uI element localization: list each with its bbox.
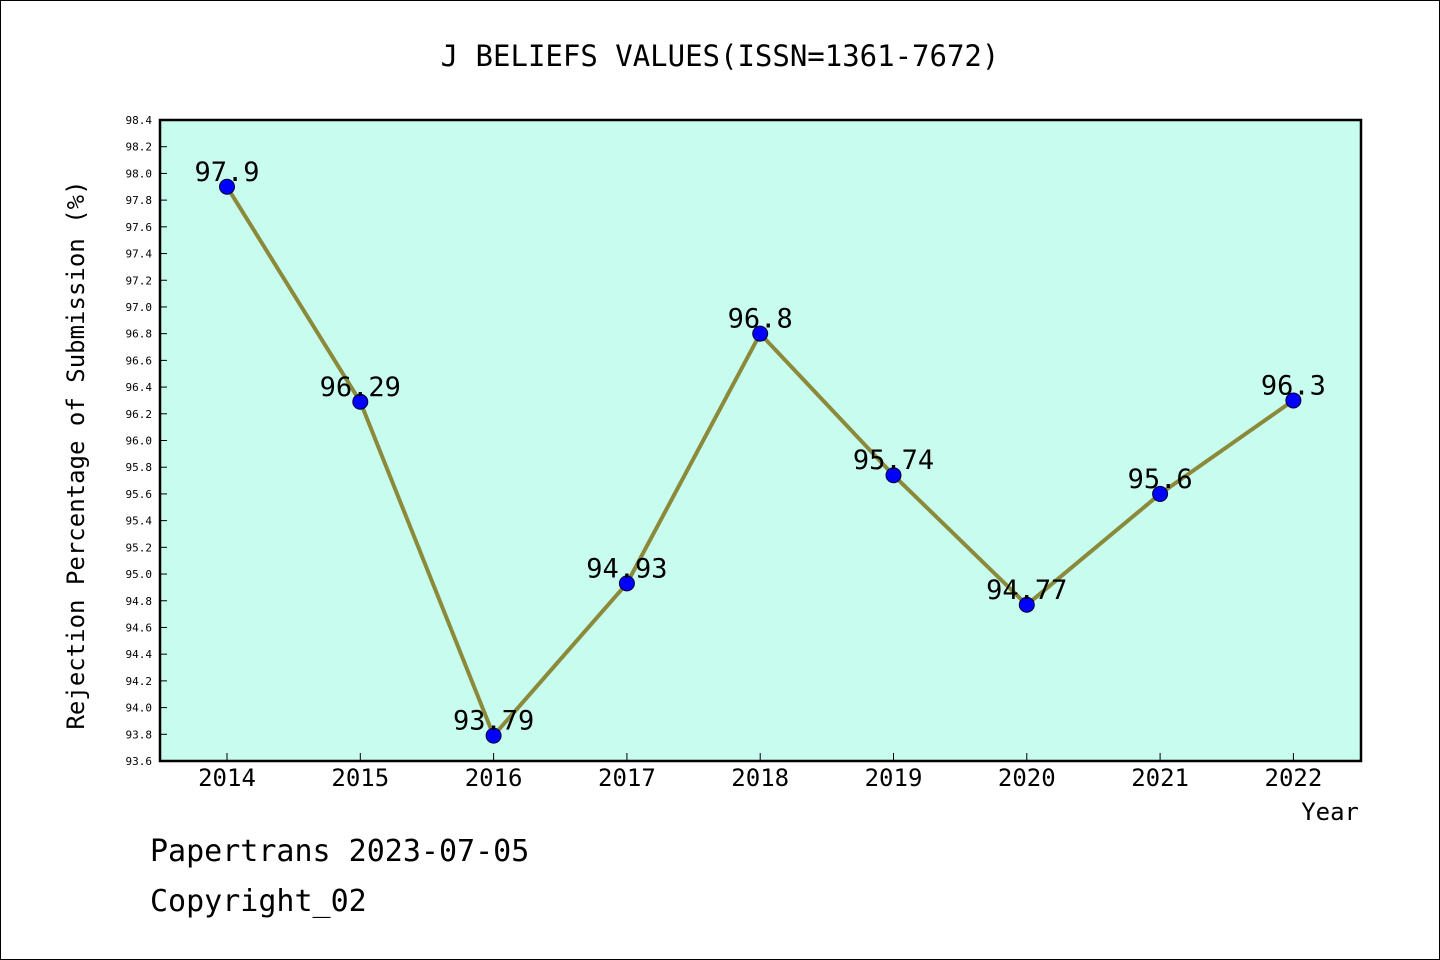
data-point — [618, 575, 635, 592]
y-tick-label: 96.6 — [126, 354, 153, 367]
y-tick-label: 95.8 — [126, 461, 153, 474]
y-tick-label: 98.0 — [126, 167, 153, 180]
y-tick-label: 95.4 — [126, 515, 153, 528]
y-tick-label: 94.2 — [126, 675, 153, 688]
y-tick-label: 97.4 — [126, 248, 153, 261]
x-axis-label: Year — [1301, 798, 1359, 826]
plot-area — [158, 118, 1363, 763]
y-tick-label: 94.8 — [126, 595, 153, 608]
x-tick-label: 2022 — [1265, 764, 1323, 792]
x-tick-label: 2015 — [331, 764, 389, 792]
data-point — [752, 325, 769, 342]
x-tick-label: 2019 — [865, 764, 923, 792]
x-tick-label: 2016 — [465, 764, 523, 792]
data-label: 94.93 — [586, 553, 667, 584]
x-tick-label: 2017 — [598, 764, 656, 792]
y-tick-label: 94.0 — [126, 702, 153, 715]
y-tick-label: 94.6 — [126, 621, 153, 634]
y-tick-label: 94.4 — [126, 648, 153, 661]
chart-title: J BELIEFS VALUES(ISSN=1361-7672) — [441, 39, 1000, 73]
y-tick-label: 96.8 — [126, 328, 153, 341]
data-label: 97.9 — [194, 157, 259, 188]
y-tick-label: 96.0 — [126, 435, 153, 448]
y-tick-label: 96.2 — [126, 408, 153, 421]
data-label: 95.74 — [853, 445, 934, 476]
y-tick-label: 98.4 — [126, 114, 153, 127]
data-labels: 97.9 96.29 93.79 94.93 96.8 95.74 94.77 95.6 96.… — [194, 157, 1325, 737]
data-point — [1285, 392, 1302, 409]
y-tick-label: 93.6 — [126, 755, 153, 768]
data-label: 96.29 — [320, 372, 401, 403]
data-point — [1152, 485, 1169, 502]
data-label: 95.6 — [1128, 464, 1193, 495]
y-tick-label: 95.0 — [126, 568, 153, 581]
y-tick-label: 96.4 — [126, 381, 153, 394]
x-tick-label: 2018 — [731, 764, 789, 792]
data-label: 96.3 — [1261, 370, 1326, 401]
y-tick-label: 95.6 — [126, 488, 153, 501]
x-tick-label: 2020 — [998, 764, 1056, 792]
x-axis: 2014 2015 2016 2017 2018 2019 2020 2021 2022 — [198, 753, 1322, 792]
data-label: 93.79 — [453, 706, 534, 737]
series-markers — [219, 178, 1302, 744]
y-tick-label: 93.8 — [126, 728, 153, 741]
x-tick-label: 2021 — [1131, 764, 1189, 792]
data-label: 96.8 — [728, 304, 793, 335]
y-tick-label: 97.2 — [126, 274, 153, 287]
y-tick-label: 98.2 — [126, 141, 153, 154]
data-point — [352, 393, 369, 410]
y-tick-label: 97.6 — [126, 221, 153, 234]
footer-copyright-line: Copyright_02 — [150, 884, 367, 919]
data-point — [1018, 596, 1035, 613]
y-tick-label: 97.8 — [126, 194, 153, 207]
y-tick-label: 95.2 — [126, 541, 153, 554]
y-tick-label: 97.0 — [126, 301, 153, 314]
x-tick-label: 2014 — [198, 764, 256, 792]
y-axis: 93.6 93.8 94.0 94.2 94.4 94.6 94.8 95.0 95.2 95.4… — [126, 114, 167, 768]
data-point — [885, 467, 902, 484]
data-point — [219, 178, 235, 195]
y-axis-label: Rejection Percentage of Submission (%) — [62, 180, 90, 729]
data-point — [485, 727, 502, 744]
data-label: 94.77 — [986, 575, 1067, 606]
footer-date-line: Papertrans 2023-07-05 — [150, 834, 530, 869]
